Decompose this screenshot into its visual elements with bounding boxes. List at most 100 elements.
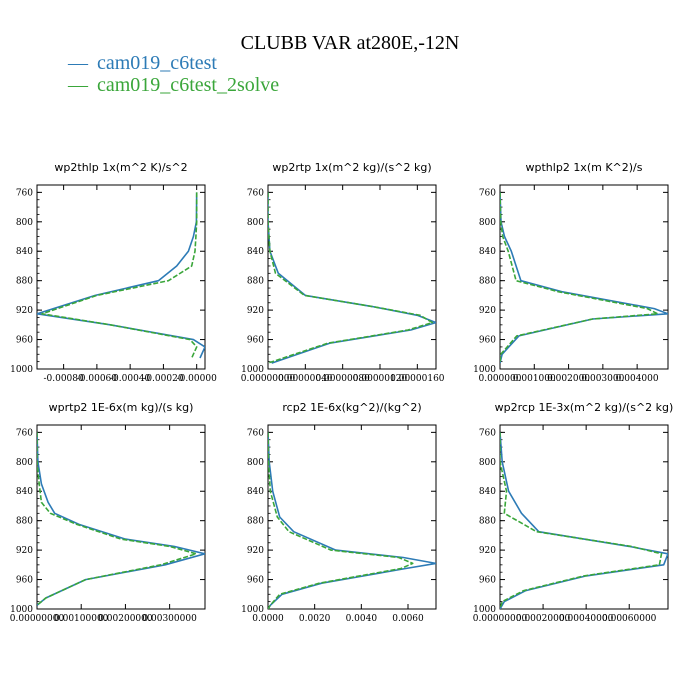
y-tick-label: 920	[16, 546, 33, 556]
legend-item-1: — cam019_c6test	[67, 52, 217, 74]
series-line-c6test-2solve	[41, 192, 198, 359]
series-line-c6test	[37, 432, 205, 606]
y-tick-label: 960	[16, 576, 33, 586]
x-tick-label: -0.00000	[177, 374, 218, 384]
series-line-c6test-2solve	[500, 432, 663, 609]
chart-panel-6: wp2rcp 1E-3x(m^2 kg)/(s^2 kg) 760 800 840 88…	[473, 401, 674, 624]
x-tick-label: 0.002000	[547, 374, 590, 384]
y-tick-label: 760	[16, 428, 33, 438]
y-tick-label: 800	[247, 218, 264, 228]
y-tick-label: 760	[247, 428, 264, 438]
x-tick-label: 0.00000000	[241, 374, 296, 384]
legend-swatch-2: —	[67, 74, 89, 96]
y-tick-label: 800	[16, 458, 33, 468]
y-tick-label: 1000	[241, 605, 264, 615]
y-tick-label: 1000	[10, 605, 33, 615]
x-tick-label: 0.001000	[513, 374, 556, 384]
series-line-c6test-2solve	[268, 432, 414, 609]
x-tick-label: 0.00040000	[559, 614, 614, 624]
x-tick-label: 0.0040	[346, 614, 378, 624]
x-tick-label: 0.00100000	[54, 614, 109, 624]
x-tick-label: 0.00000000	[473, 614, 528, 624]
y-tick-label: 840	[16, 247, 33, 257]
y-tick-label: 800	[16, 218, 33, 228]
plot-frame	[36, 424, 206, 610]
x-tick-label: 0.00000040	[278, 374, 333, 384]
x-tick-label: 0.000000	[479, 374, 522, 384]
x-tick-label: 0.00000080	[315, 374, 370, 384]
y-tick-label: 840	[479, 247, 496, 257]
y-tick-label: 800	[247, 458, 264, 468]
y-tick-label: 1000	[241, 365, 264, 375]
y-tick-label: 800	[479, 218, 496, 228]
chart-panels: wp2thlp 1x(m^2 K)/s^2 760 800 840 880 920 960 1…	[10, 161, 674, 624]
chart-panel-5: rcp2 1E-6x(kg^2)/(kg^2) 760 800 840 880 920 96…	[241, 401, 437, 624]
x-tick-label: 0.0060	[392, 614, 424, 624]
x-tick-label: 0.00000120	[353, 374, 408, 384]
y-tick-label: 880	[247, 277, 264, 287]
chart-panel-3: wpthlp2 1x(m K^2)/s 760 800 840 880 920 960 100…	[473, 161, 669, 384]
x-tick-label: -0.00060	[77, 374, 118, 384]
y-tick-label: 840	[247, 487, 264, 497]
chart-panel-1: wp2thlp 1x(m^2 K)/s^2 760 800 840 880 920 960 1…	[10, 161, 217, 384]
series-line-c6test	[500, 192, 668, 364]
legend-label-1: cam019_c6test	[97, 52, 217, 74]
y-tick-label: 960	[479, 336, 496, 346]
x-tick-label: -0.00020	[143, 374, 184, 384]
plot-frame	[499, 424, 669, 610]
y-tick-label: 840	[479, 487, 496, 497]
series-line-c6test-2solve	[500, 192, 659, 364]
y-tick-label: 960	[247, 336, 264, 346]
x-tick-label: 0.0000	[252, 614, 284, 624]
legend-item-2: — cam019_c6test_2solve	[67, 74, 279, 96]
panel-title: wp2thlp 1x(m^2 K)/s^2	[54, 161, 187, 174]
series-line-c6test	[268, 432, 436, 609]
series-line-c6test	[268, 192, 436, 364]
y-tick-label: 800	[479, 458, 496, 468]
y-tick-label: 880	[247, 517, 264, 527]
y-tick-label: 920	[16, 306, 33, 316]
series-line-c6test-2solve	[268, 192, 434, 364]
x-tick-label: 0.00000160	[390, 374, 445, 384]
y-tick-label: 960	[479, 576, 496, 586]
x-tick-label: -0.00040	[110, 374, 151, 384]
series-line-c6test	[37, 192, 205, 359]
y-tick-label: 920	[479, 546, 496, 556]
panel-title: wpthlp2 1x(m K^2)/s	[526, 161, 643, 174]
x-tick-label: 0.00020000	[516, 614, 571, 624]
x-tick-label: 0.00300000	[142, 614, 197, 624]
y-tick-label: 920	[479, 306, 496, 316]
chart-panel-2: wp2rtp 1x(m^2 kg)/(s^2 kg) 760 800 840 880 92…	[241, 161, 445, 384]
panel-title: rcp2 1E-6x(kg^2)/(kg^2)	[282, 401, 421, 414]
legend-swatch-1: —	[67, 52, 89, 74]
panel-title: wp2rtp 1x(m^2 kg)/(s^2 kg)	[272, 161, 431, 174]
series-line-c6test-2solve	[37, 432, 197, 606]
chart-panel-4: wprtp2 1E-6x(m kg)/(s kg) 760 800 840 880 920…	[10, 401, 206, 624]
y-tick-label: 880	[16, 277, 33, 287]
x-tick-label: -0.00080	[43, 374, 84, 384]
series-line-c6test	[500, 432, 668, 609]
x-tick-label: 0.003000	[581, 374, 624, 384]
x-tick-label: 0.004000	[616, 374, 659, 384]
y-tick-label: 920	[247, 546, 264, 556]
y-tick-label: 1000	[473, 365, 496, 375]
y-tick-label: 880	[16, 517, 33, 527]
y-tick-label: 840	[16, 487, 33, 497]
plot-frame	[499, 184, 669, 370]
legend-label-2: cam019_c6test_2solve	[97, 74, 279, 96]
y-tick-label: 880	[479, 277, 496, 287]
plot-frame	[267, 424, 437, 610]
y-tick-label: 760	[247, 188, 264, 198]
y-tick-label: 1000	[473, 605, 496, 615]
x-tick-label: 0.00000000	[10, 614, 65, 624]
plot-frame	[36, 184, 206, 370]
y-tick-label: 960	[247, 576, 264, 586]
x-tick-label: 0.00200000	[98, 614, 153, 624]
x-tick-label: 0.00060000	[602, 614, 657, 624]
y-tick-label: 760	[16, 188, 33, 198]
y-tick-label: 920	[247, 306, 264, 316]
y-tick-label: 1000	[10, 365, 33, 375]
y-tick-label: 840	[247, 247, 264, 257]
panel-title: wprtp2 1E-6x(m kg)/(s kg)	[49, 401, 194, 414]
